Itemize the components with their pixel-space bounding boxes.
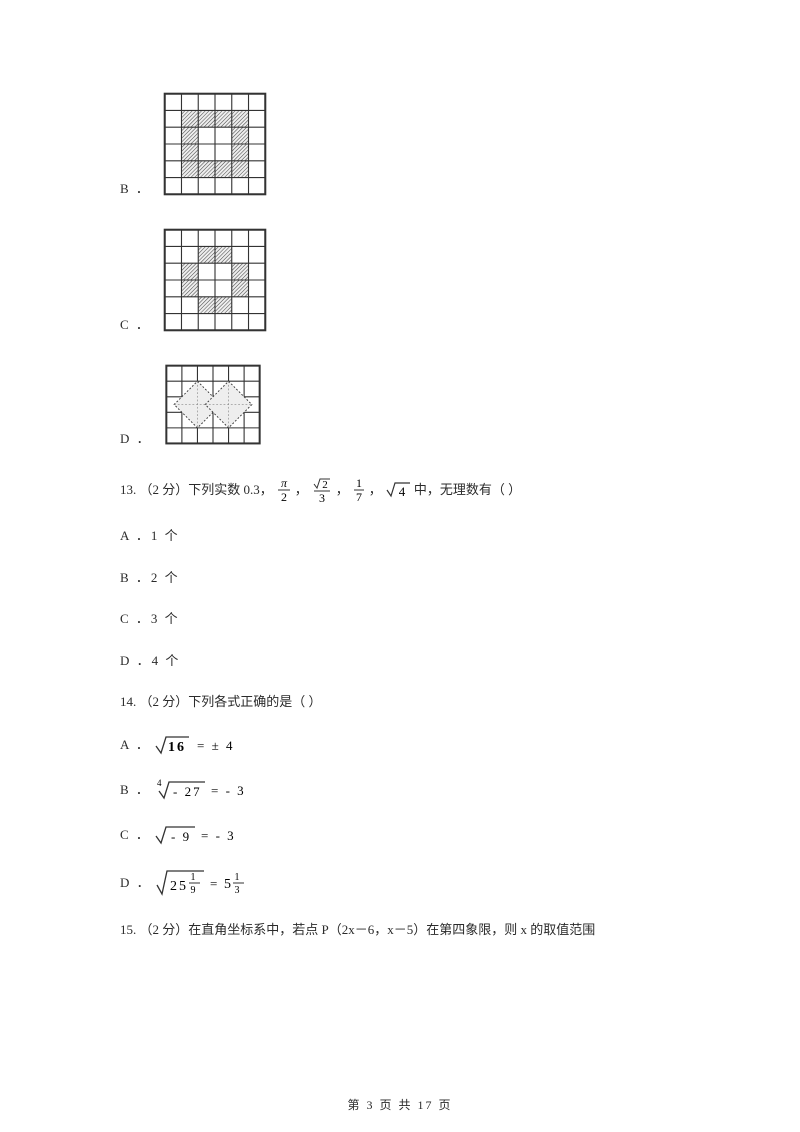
svg-text:16: 16 (168, 740, 186, 755)
fraction-1-7: 1 7 (351, 477, 367, 503)
svg-text:- 27: - 27 (173, 784, 202, 799)
q14d-label: D ． (120, 873, 152, 893)
svg-text:2: 2 (281, 490, 287, 503)
expr-sqrt-neg9: - 9 = - 3 (153, 824, 253, 846)
fraction-sqrt2-3: 2 3 (310, 476, 334, 504)
svg-text:3: 3 (319, 491, 325, 504)
q14b-label: B ． (120, 780, 151, 800)
svg-text:4: 4 (157, 778, 164, 788)
svg-text:= - 3: = - 3 (211, 783, 246, 798)
exam-page: B ． (0, 0, 800, 1132)
q13-option-b: B ．2 个 (120, 568, 680, 588)
expr-sqrt16: 16 = ± 4 (153, 734, 245, 756)
q13-sep1: ， (295, 480, 308, 500)
svg-text:4: 4 (399, 484, 406, 499)
grid-figure-b (161, 90, 269, 198)
svg-text:7: 7 (356, 490, 362, 503)
q14-option-c: C ． - 9 = - 3 (120, 824, 680, 846)
svg-text:5: 5 (224, 877, 233, 892)
option-c-label: C ． (120, 315, 151, 335)
expr-4root-neg27: 4 - 27 = - 3 (153, 778, 263, 802)
svg-text:= ± 4: = ± 4 (197, 738, 234, 753)
q14c-label: C ． (120, 825, 151, 845)
q13-suffix: 中，无理数有（ ） (414, 480, 521, 500)
q13-sep3: ， (369, 480, 382, 500)
page-footer: 第 3 页 共 17 页 (0, 1096, 800, 1114)
option-d-row: D ． (120, 362, 680, 448)
q13-option-a: A ．1 个 (120, 526, 680, 546)
sqrt-4: 4 (384, 480, 412, 500)
expr-sqrt-mixed: 25 1 9 = 5 1 3 (154, 868, 264, 898)
svg-text:=: = (210, 876, 219, 891)
svg-text:2: 2 (322, 479, 328, 491)
svg-text:1: 1 (190, 872, 197, 883)
q13-sep2: ， (336, 480, 349, 500)
svg-text:1: 1 (356, 477, 362, 490)
svg-text:π: π (281, 477, 288, 490)
q14-option-a: A ． 16 = ± 4 (120, 734, 680, 756)
option-b-label: B ． (120, 179, 151, 199)
q13-option-d: D ．4 个 (120, 651, 680, 671)
question-14: 14. （2 分）下列各式正确的是（ ） (120, 692, 680, 712)
q13-prefix: 13. （2 分）下列实数 0.3， (120, 480, 273, 500)
option-d-label: D ． (120, 429, 152, 449)
q13-option-c: C ．3 个 (120, 609, 680, 629)
svg-text:25: 25 (170, 879, 188, 894)
svg-text:3: 3 (234, 885, 241, 896)
question-13: 13. （2 分）下列实数 0.3， π 2 ， 2 3 ， 1 7 ， 4 中… (120, 476, 680, 504)
grid-figure-d (162, 362, 264, 448)
q14-option-b: B ． 4 - 27 = - 3 (120, 778, 680, 802)
q14a-label: A ． (120, 735, 151, 755)
svg-text:1: 1 (234, 872, 241, 883)
option-c-row: C ． (120, 226, 680, 334)
option-b-row: B ． (120, 90, 680, 198)
svg-text:- 9: - 9 (171, 829, 191, 844)
svg-text:= - 3: = - 3 (201, 828, 236, 843)
fraction-pi-2: π 2 (275, 477, 293, 503)
svg-text:9: 9 (190, 885, 197, 896)
grid-figure-c (161, 226, 269, 334)
question-15: 15. （2 分）在直角坐标系中，若点 P（2x－6，x－5）在第四象限，则 x… (120, 920, 680, 940)
q14-option-d: D ． 25 1 9 = 5 1 3 (120, 868, 680, 898)
